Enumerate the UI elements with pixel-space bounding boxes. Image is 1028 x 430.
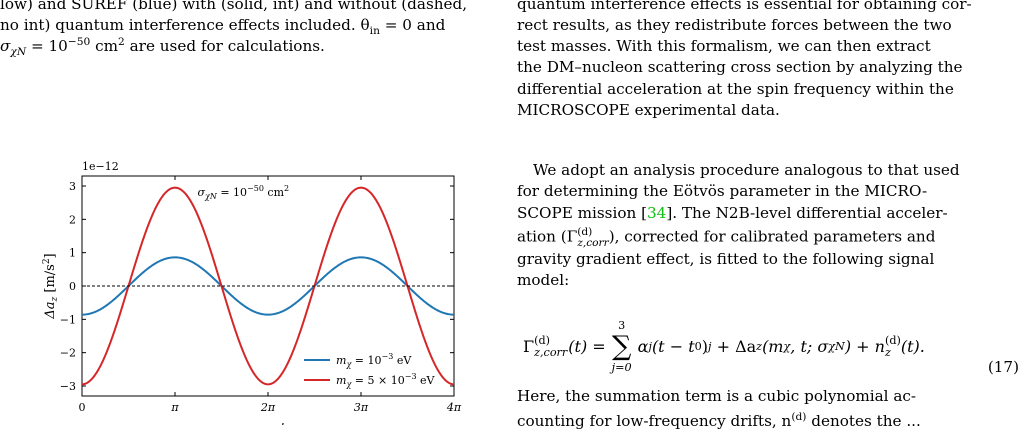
p2-line-2: for determining the Eötvös parameter in … — [517, 182, 928, 200]
plot-area: 0 π 2π 3π 4π −3 −2 −1 0 1 2 3 1e−12 σχN = 10−50 cm2 mχ… — [42, 160, 462, 425]
sigma-annotation: σχN = 10−50 cm2 — [197, 184, 289, 201]
caption-line-2: no int) quantum interference effects inc… — [0, 16, 446, 38]
caption-line-1: low) and SUREF (blue) with (solid, int) … — [0, 0, 468, 13]
y-axis-label: Δaz [m/s2] — [42, 253, 60, 319]
x-axis-label: ωspint — [251, 421, 287, 425]
series-line-0 — [81, 256, 455, 316]
p1-line-3: test masses. With this formalism, we can… — [517, 37, 931, 55]
x-tick-label: 4π — [446, 401, 462, 414]
p1-line-6: MICROSCOPE experimental data. — [517, 101, 780, 119]
x-tick-label: 2π — [260, 401, 276, 414]
x-tick-label: π — [170, 401, 179, 414]
y-tick-label: 3 — [69, 180, 76, 193]
legend-label-0: mχ = 10−3 eV — [336, 352, 412, 369]
y-offset-label: 1e−12 — [82, 160, 119, 173]
p1-line-5: differential acceleration at the spin fr… — [517, 80, 954, 98]
x-tick-label: 3π — [354, 401, 369, 414]
p1-line-2: rect results, as they redistribute force… — [517, 16, 952, 34]
p2-line-6: model: — [517, 271, 570, 289]
y-tick-label: −1 — [60, 313, 76, 326]
acceleration-chart: 0 π 2π 3π 4π −3 −2 −1 0 1 2 3 1e−12 σχN = 10−50 cm2 mχ… — [42, 160, 462, 425]
p2-line-5: gravity gradient effect, is fitted to th… — [517, 250, 935, 268]
x-tick-label: 0 — [79, 401, 86, 414]
y-tick-label: 2 — [69, 213, 76, 226]
y-tick-label: −2 — [60, 347, 76, 360]
p2-line-3: SCOPE mission [34]. The N2B-level differ… — [517, 204, 948, 222]
series-line-1 — [81, 186, 455, 386]
p1-line-1: quantum interference effects is essentia… — [517, 0, 972, 13]
y-tick-label: −3 — [60, 380, 76, 393]
legend-label-1: mχ = 5 × 10−3 eV — [336, 372, 436, 389]
p2-line-4: ation (Γ (d) z,corr), corrected for calibr… — [517, 225, 936, 249]
y-tick-label: 1 — [69, 247, 76, 260]
citation-link[interactable]: 34 — [647, 204, 667, 222]
y-tick-label: 0 — [69, 280, 76, 293]
caption-line-3: σχN = 10−50 cm2 are used for calculation… — [0, 34, 325, 59]
p1-line-4: the DM–nucleon scattering cross section … — [517, 58, 963, 76]
p3-line-1: Here, the summation term is a cubic poly… — [517, 387, 917, 405]
p2-line-1: We adopt an analysis procedure analogous… — [533, 161, 960, 179]
p3-line-2: counting for low-frequency drifts, n(d) … — [517, 409, 921, 430]
equation-number: (17) — [987, 358, 1019, 376]
